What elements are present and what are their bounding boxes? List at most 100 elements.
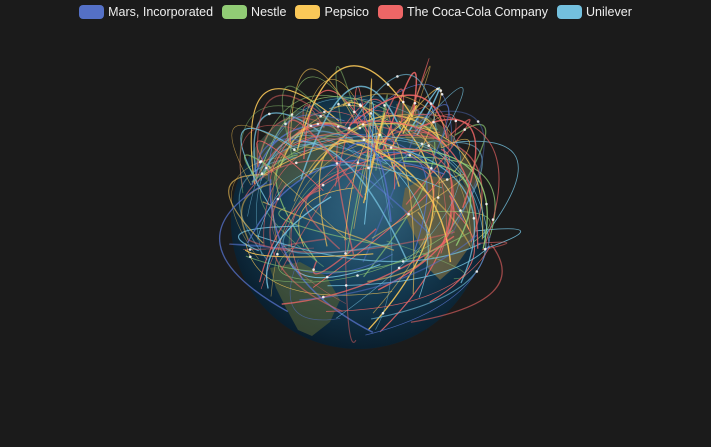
flow-line [218, 182, 289, 313]
legend-label-coca-cola: The Coca-Cola Company [406, 5, 549, 19]
flow-line [475, 228, 522, 249]
flow-dot [427, 144, 431, 147]
legend-item-nestle[interactable]: Nestle [222, 5, 286, 19]
legend-label-mars: Mars, Incorporated [108, 5, 214, 19]
flow-line [414, 104, 450, 160]
flow-line [240, 127, 293, 206]
flow-dot [347, 126, 351, 130]
flow-line [300, 85, 402, 180]
flow-dot [420, 142, 424, 146]
flow-dot [362, 138, 366, 141]
flow-line [369, 151, 428, 252]
flow-line [379, 148, 453, 333]
flow-dot [325, 275, 329, 279]
flow-line [289, 259, 341, 321]
flow-dot [353, 110, 356, 114]
flow-line [477, 241, 508, 251]
flow-line [259, 149, 432, 283]
flow-line [298, 79, 379, 149]
flow-line [386, 240, 466, 280]
flow-line [389, 104, 417, 151]
flow-dot [337, 125, 340, 128]
flow-line [296, 65, 414, 150]
flow-line [360, 139, 476, 284]
flow-dot [476, 120, 480, 123]
legend-item-pepsico[interactable]: Pepsico [295, 5, 369, 19]
flow-line [247, 97, 413, 217]
legend-swatch-nestle [222, 5, 248, 19]
flow-dot [386, 83, 390, 86]
flow-line [269, 111, 396, 172]
flow-line [415, 110, 485, 235]
flow-line [245, 231, 471, 273]
flow-dot [485, 202, 488, 206]
flow-dot [293, 148, 296, 151]
flow-dot [454, 119, 458, 123]
flow-dot [429, 102, 433, 105]
flow-line [237, 225, 300, 252]
flow-line [286, 76, 377, 150]
flow-line [429, 211, 475, 303]
flow-dot [381, 311, 385, 315]
flow-line [270, 230, 454, 283]
flow-dot [367, 166, 370, 170]
legend-label-nestle: Nestle [251, 5, 287, 19]
flow-dot [309, 124, 313, 128]
flow-dot [295, 161, 298, 165]
flow-line [362, 109, 448, 240]
legend-item-unilever[interactable]: Unilever [557, 5, 632, 19]
flow-dot [290, 113, 294, 116]
flow-line [358, 147, 454, 254]
flow-line [278, 245, 313, 281]
flow-dot [475, 270, 479, 273]
flow-line [298, 187, 355, 247]
flow-dot [401, 260, 405, 263]
flow-line [441, 138, 471, 173]
flow-dot [432, 120, 435, 124]
flow-line [267, 165, 348, 241]
flow-line [305, 189, 341, 250]
legend-item-coca-cola[interactable]: The Coca-Cola Company [377, 5, 549, 19]
flow-dot [396, 75, 399, 78]
flow-line [403, 160, 472, 247]
flow-dot [323, 110, 326, 114]
flow-line [290, 166, 373, 278]
flow-line [414, 113, 500, 243]
flow-dot [344, 284, 348, 287]
flow-dot [335, 162, 339, 165]
flow-line [247, 159, 445, 244]
flow-dot [249, 255, 252, 259]
flow-line [256, 234, 481, 263]
flow-dot [337, 102, 340, 106]
flow-line [410, 243, 503, 323]
flow-line [344, 133, 381, 241]
flow-line [291, 93, 454, 139]
flow-line [375, 153, 429, 298]
flow-dot [408, 154, 412, 157]
flow-line [372, 133, 440, 314]
flow-line [453, 140, 519, 239]
flow-dot [430, 167, 433, 170]
flow-dot [276, 252, 279, 256]
flow-dot [463, 128, 467, 131]
flow-dot [413, 101, 417, 105]
flow-dot [356, 161, 360, 164]
flow-dot [491, 218, 495, 221]
flow-line [256, 140, 324, 192]
legend-item-mars[interactable]: Mars, Incorporated [79, 5, 213, 19]
flow-dot [259, 160, 263, 163]
flow-line [280, 130, 441, 271]
flow-line [243, 154, 272, 179]
flow-line [287, 119, 364, 199]
flow-dot [321, 183, 325, 187]
flow-dot [260, 172, 264, 175]
flow-line [293, 132, 435, 174]
flow-line [270, 180, 346, 304]
flow-line [384, 148, 488, 249]
flow-line [293, 139, 403, 202]
flow-line [325, 246, 491, 312]
flow-line [257, 164, 443, 240]
flow-line [253, 138, 430, 235]
flow-dot [440, 93, 444, 96]
